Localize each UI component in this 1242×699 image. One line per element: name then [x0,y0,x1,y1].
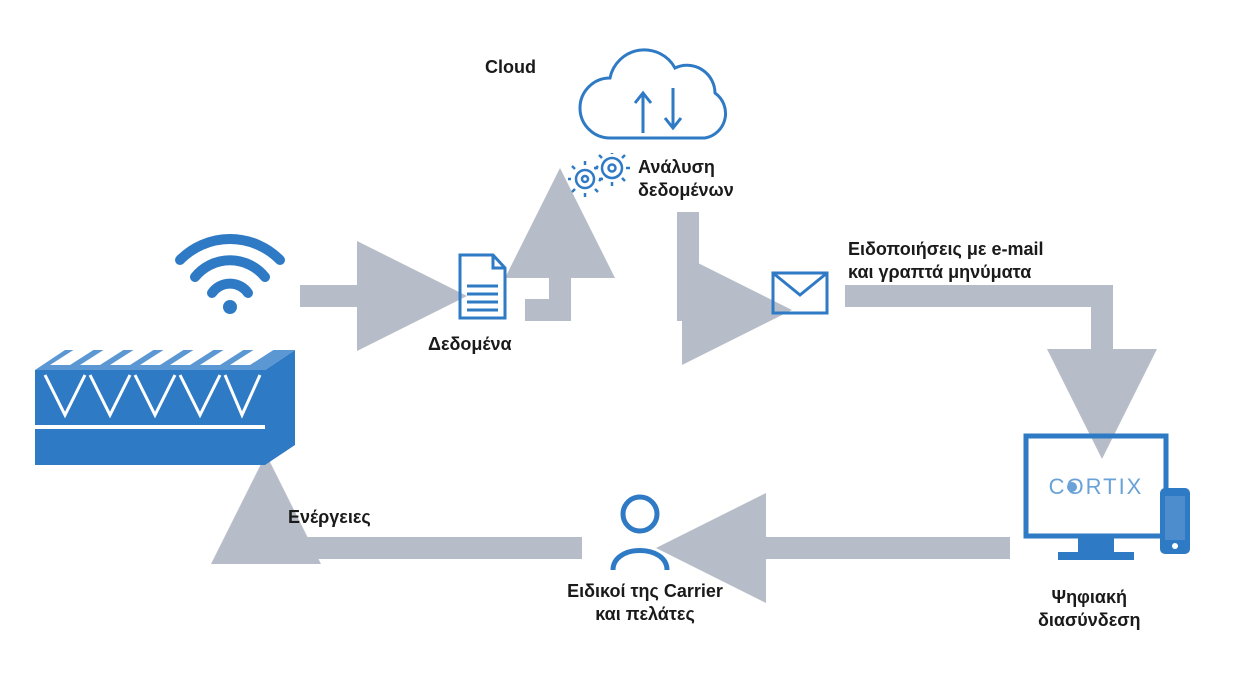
person-icon [605,492,675,574]
brand-text: CORTIX [1049,474,1144,499]
envelope-icon [770,270,830,316]
label-portal: Ψηφιακή διασύνδεση [1038,586,1141,631]
label-cloud: Cloud [485,56,536,79]
document-icon [455,252,510,322]
label-people: Ειδικοί της Carrier και πελάτες [545,580,745,625]
diagram-stage: CORTIX Cloud Ανάλυση δεδομένων Δεδομένα … [0,0,1242,699]
label-data: Δεδομένα [428,333,512,356]
monitor-mobile-icon: CORTIX [1018,428,1198,578]
gears-icon [568,153,630,197]
chiller-icon [20,215,300,495]
label-email: Ειδοποιήσεις με e-mail και γραπτά μηνύμα… [848,238,1044,283]
label-actions: Ενέργειες [288,506,371,529]
label-analysis: Ανάλυση δεδομένων [638,156,734,201]
cloud-icon [565,48,735,158]
